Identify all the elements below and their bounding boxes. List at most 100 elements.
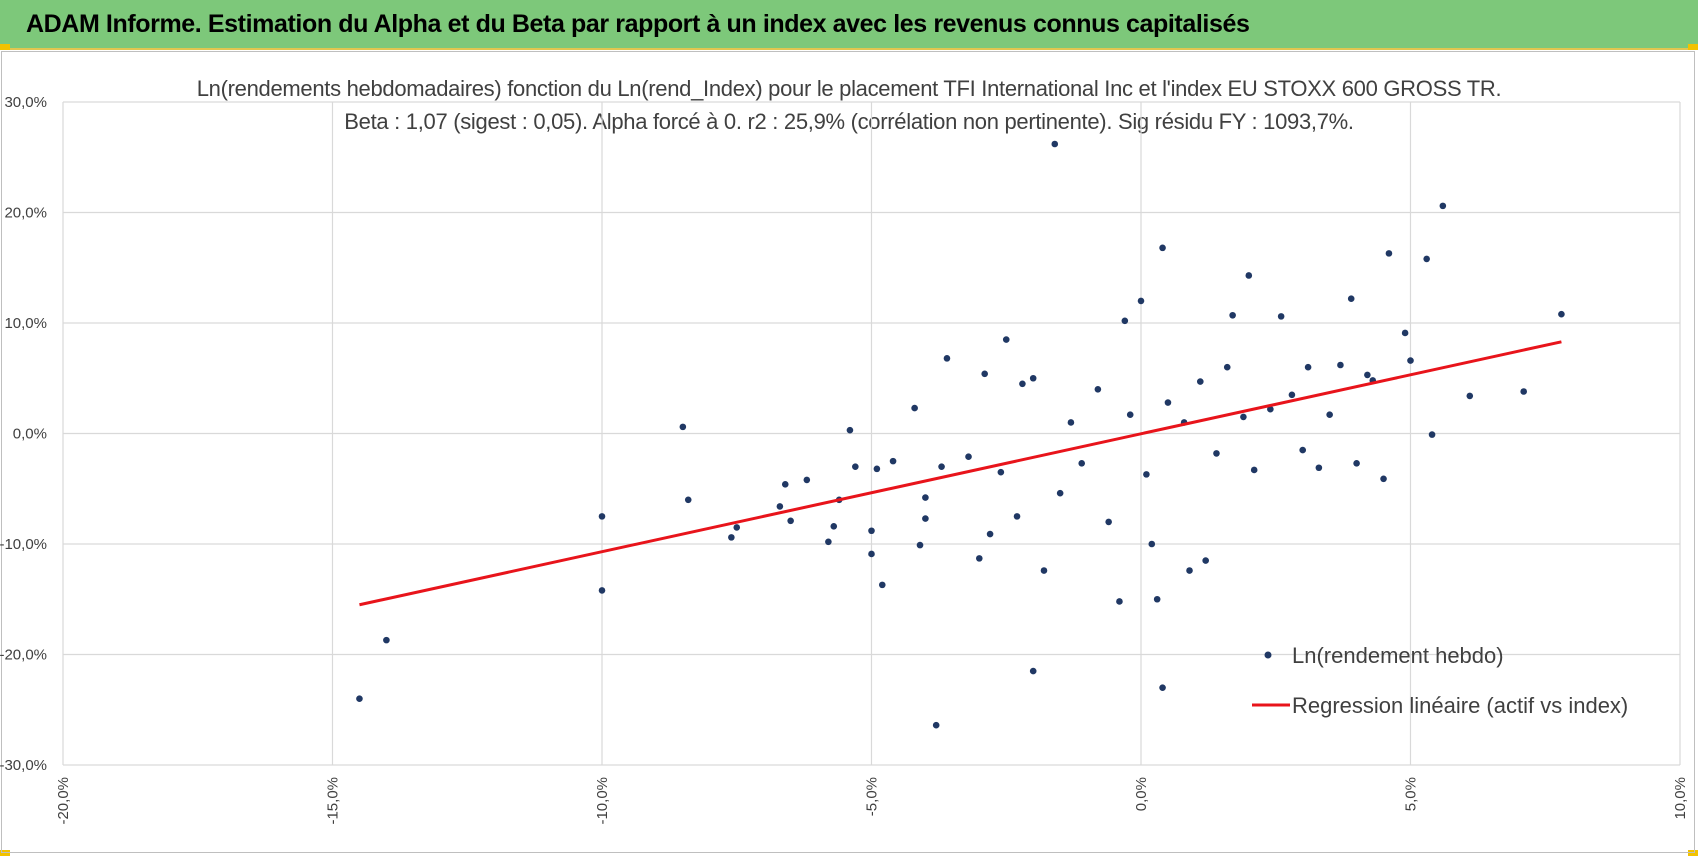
data-point (1159, 684, 1166, 691)
data-point (997, 468, 1005, 476)
data-point (976, 555, 983, 562)
data-point (1401, 329, 1409, 337)
data-point (943, 355, 951, 362)
data-point (830, 523, 838, 530)
data-point (1267, 405, 1274, 413)
data-point (1013, 513, 1021, 520)
data-point (679, 423, 687, 431)
grid-layer (62, 101, 1681, 766)
data-point (938, 463, 945, 470)
data-point (1067, 419, 1075, 426)
y-tick-label: 20,0% (4, 205, 47, 222)
corner-marker-bottom-right (1688, 850, 1698, 856)
data-point (1213, 450, 1220, 457)
data-point (1353, 460, 1360, 467)
data-point (1347, 295, 1355, 302)
y-tick-label: 30,0% (4, 94, 47, 111)
data-point (1029, 374, 1037, 382)
data-point (1143, 471, 1150, 478)
data-point (932, 721, 940, 729)
data-point (803, 476, 811, 484)
data-point (1040, 567, 1048, 574)
data-point (1019, 380, 1026, 388)
chart-subtitle: Beta : 1,07 (sigest : 0,05). Alpha forcé… (344, 109, 1354, 134)
data-point (873, 465, 881, 473)
x-tick-label: -15,0% (325, 777, 342, 825)
legend-points-label: Ln(rendement hebdo) (1292, 643, 1504, 668)
data-point (1116, 598, 1123, 605)
data-point (846, 426, 854, 434)
y-tick-label: 0,0% (13, 426, 47, 443)
data-point (878, 581, 886, 589)
data-point (356, 695, 363, 702)
data-point (1094, 386, 1102, 393)
data-point (1288, 391, 1296, 399)
data-point (1337, 361, 1344, 369)
data-point (911, 404, 918, 412)
data-point (825, 538, 832, 546)
corner-marker-top-left (0, 44, 10, 50)
data-point (728, 534, 735, 541)
corner-marker-bottom-left (0, 850, 10, 856)
data-point (598, 587, 606, 594)
data-point (1137, 297, 1145, 305)
data-point (889, 457, 897, 465)
data-point (1558, 310, 1565, 318)
data-point (1105, 518, 1112, 526)
y-tick-label: -30,0% (0, 757, 47, 774)
data-point (1223, 363, 1231, 371)
data-point (1423, 255, 1430, 263)
x-tick-label: 10,0% (1672, 777, 1689, 820)
data-point (965, 453, 972, 461)
data-point (1315, 464, 1323, 472)
legend: Ln(rendement hebdo) Regression linéaire (… (1252, 643, 1628, 718)
y-tick-label: 10,0% (4, 315, 47, 332)
data-point (787, 517, 794, 525)
data-point (1029, 667, 1037, 675)
data-point (1164, 399, 1172, 406)
data-point (733, 524, 741, 531)
data-point (922, 515, 929, 522)
data-point (781, 481, 789, 488)
report-header: ADAM Informe. Estimation du Alpha et du … (0, 0, 1698, 50)
data-point (1250, 466, 1258, 474)
data-point (922, 494, 929, 501)
data-point (1056, 489, 1064, 497)
data-point (1304, 363, 1312, 371)
data-point (1466, 392, 1474, 400)
x-tick-label: -5,0% (864, 777, 881, 816)
data-point (1245, 272, 1253, 279)
data-point (598, 513, 606, 520)
data-point (684, 496, 692, 504)
data-point (383, 636, 390, 644)
data-point (1148, 540, 1156, 548)
data-point (986, 530, 994, 538)
data-point (1229, 311, 1236, 319)
data-point (1078, 460, 1086, 467)
data-point (868, 527, 875, 535)
report-title: ADAM Informe. Estimation du Alpha et du … (26, 10, 1250, 38)
data-point (1364, 371, 1371, 379)
regression-layer (359, 340, 1562, 607)
legend-point-marker (1264, 651, 1272, 659)
data-point (1159, 244, 1166, 252)
axis-layer: 30,0% 20,0% 10,0% 0,0% -10,0% -20,0% -30,0% -20… (0, 94, 1689, 825)
data-point (1439, 202, 1447, 210)
points-layer (356, 140, 1565, 729)
x-tick-label: -20,0% (55, 777, 72, 825)
data-point (916, 541, 924, 549)
data-point (1126, 411, 1134, 419)
x-tick-label: 5,0% (1403, 777, 1420, 811)
data-point (1428, 431, 1436, 438)
legend-line-label: Regression linéaire (actif vs index) (1292, 693, 1628, 718)
data-point (1385, 250, 1393, 257)
x-tick-label: -10,0% (594, 777, 611, 825)
data-point (852, 463, 859, 470)
x-tick-label: 0,0% (1133, 777, 1150, 811)
corner-marker-top-right (1688, 44, 1698, 50)
data-point (1277, 313, 1285, 320)
data-point (1407, 357, 1414, 364)
regression-line (359, 340, 1562, 607)
y-tick-label: -20,0% (0, 647, 47, 664)
